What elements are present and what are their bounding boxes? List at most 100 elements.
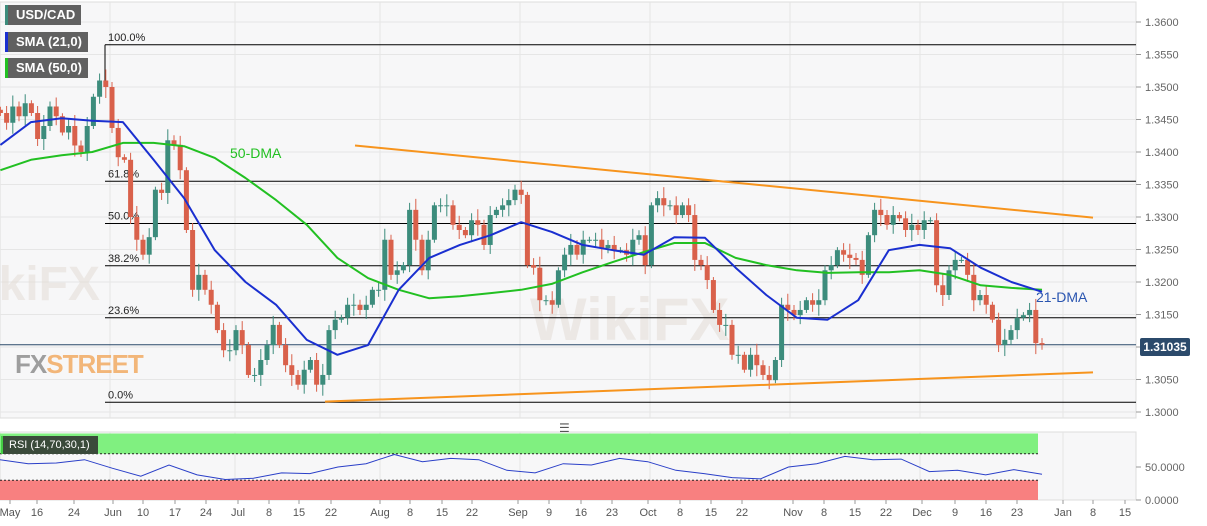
candle-bearish (642, 235, 648, 266)
candle-bearish (16, 106, 22, 117)
candle-bullish (779, 304, 785, 360)
candle-bullish (735, 354, 741, 356)
candle-bearish (357, 304, 363, 310)
candle-bearish (481, 224, 487, 245)
candle-bullish (252, 374, 258, 376)
candle-bearish (419, 239, 425, 271)
candle-bearish (295, 374, 301, 385)
fxstreet-logo: FXSTREET (15, 349, 144, 379)
candle-bearish (518, 189, 524, 195)
candle-bearish (661, 198, 667, 206)
candle-bullish (431, 205, 437, 240)
rsi-y-tick-label: 50.0000 (1145, 462, 1185, 474)
rsi-overbought-zone (0, 433, 1038, 454)
candle-bullish (487, 215, 493, 245)
candle-bullish (1002, 339, 1008, 346)
candle-bearish (283, 345, 289, 366)
resistance-trendline (354, 144, 1094, 219)
candle-bearish (475, 220, 481, 225)
candle-bearish (239, 330, 245, 346)
candle-bullish (47, 106, 53, 126)
y-tick-label: 1.3150 (1145, 310, 1179, 322)
candle-bullish (865, 235, 871, 275)
candle-bearish (537, 267, 543, 301)
x-tick-label: 22 (466, 507, 478, 519)
candle-bearish (59, 116, 65, 133)
candle-bearish (4, 113, 10, 123)
candle-bearish (698, 259, 704, 266)
candle-bullish (723, 324, 729, 326)
candle-bullish (506, 200, 512, 206)
x-tick-label: 8 (407, 507, 413, 519)
candle-bullish (425, 239, 431, 271)
x-tick-label: 8 (266, 507, 272, 519)
candle-bearish (791, 309, 797, 316)
candle-bullish (258, 360, 264, 375)
candle-bearish (729, 324, 735, 355)
candle-bearish (28, 103, 34, 113)
candle-bearish (109, 87, 115, 128)
legend-sma21[interactable]: SMA (21,0) (5, 32, 88, 52)
candle-bearish (1039, 343, 1045, 345)
candle-bullish (909, 224, 915, 230)
candle-bullish (797, 309, 803, 316)
candle-bearish (766, 374, 772, 381)
x-tick-label: 8 (821, 507, 827, 519)
legend-sma50[interactable]: SMA (50,0) (5, 58, 88, 78)
x-tick-label: 23 (606, 507, 618, 519)
candle-bullish (543, 300, 549, 302)
candle-bearish (878, 209, 884, 216)
candle-bearish (611, 244, 617, 251)
candle-bearish (456, 224, 462, 230)
legend-symbol[interactable]: USD/CAD (5, 5, 82, 25)
candle-bullish (84, 126, 90, 152)
candle-bullish (890, 215, 896, 225)
candle-bearish (903, 218, 909, 230)
candle-bearish (177, 144, 183, 171)
x-tick-label: Aug (370, 507, 390, 519)
x-tick-label: Oct (639, 507, 656, 519)
candle-bullish (326, 330, 332, 375)
candle-bearish (208, 289, 214, 305)
x-tick-label: 8 (1090, 507, 1096, 519)
rsi-line (0, 453, 1043, 481)
x-tick-label: 15 (705, 507, 717, 519)
logo-street: STREET (46, 349, 144, 379)
x-tick-label: 15 (436, 507, 448, 519)
candle-bearish (841, 250, 847, 255)
candle-bullish (469, 220, 475, 236)
candle-bearish (103, 80, 109, 87)
candle-bearish (450, 205, 456, 225)
x-tick-label: Jul (231, 507, 245, 519)
candle-bearish (0, 109, 3, 113)
candle-bearish (686, 205, 692, 216)
x-tick-label: May (0, 507, 21, 519)
candle-bullish (97, 80, 103, 97)
rsi-y-tick-label: 0.0000 (1145, 495, 1179, 507)
candle-bullish (301, 369, 307, 385)
candle-bullish (1020, 315, 1026, 318)
sma50-annotation: 50-DMA (230, 145, 282, 161)
candle-bearish (115, 127, 121, 158)
candle-bearish (388, 239, 394, 275)
candle-bullish (363, 304, 369, 310)
candle-bullish (493, 209, 499, 216)
candle-bullish (580, 239, 586, 255)
fib-level-label: 100.0% (108, 32, 146, 44)
candle-bullish (41, 126, 47, 139)
candle-bullish (345, 304, 351, 318)
candle-bullish (165, 140, 171, 193)
y-tick-label: 1.3300 (1145, 212, 1179, 224)
candle-bearish (989, 304, 995, 320)
x-tick-label: 17 (169, 507, 181, 519)
drag-handle-icon[interactable]: ☰ (559, 421, 570, 435)
candle-bullish (568, 244, 574, 255)
candle-bullish (146, 237, 152, 255)
candle-bullish (1014, 317, 1020, 331)
x-tick-label: 24 (200, 507, 212, 519)
legend-rsi[interactable]: RSI (14,70,30,1) (1, 436, 98, 454)
candle-bullish (803, 300, 809, 310)
x-tick-label: 22 (736, 507, 748, 519)
x-tick-label: 16 (575, 507, 587, 519)
